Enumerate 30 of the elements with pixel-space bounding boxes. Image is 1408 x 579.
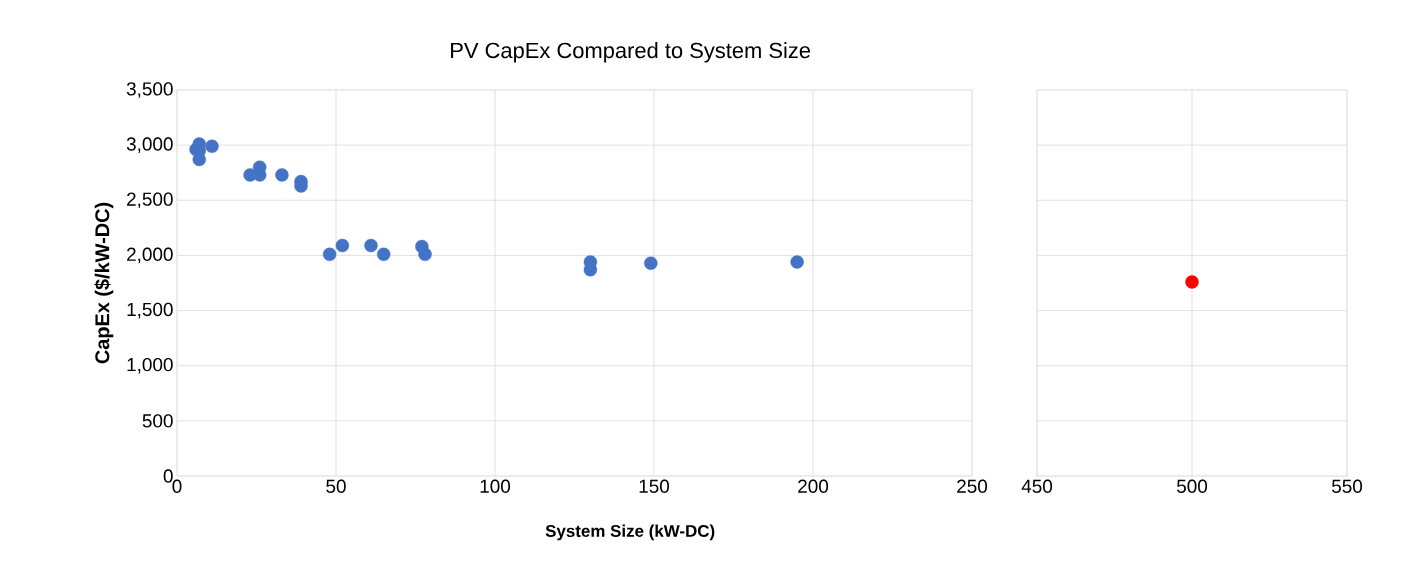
y-tick-label: 3,500 (126, 82, 173, 98)
x-tick-label: 250 (957, 479, 988, 493)
point (364, 238, 378, 253)
y-tick-label: 2,500 (127, 192, 173, 209)
y-tick-label: 1,500 (127, 302, 173, 319)
point (335, 238, 350, 253)
point (418, 247, 432, 262)
point (275, 168, 289, 182)
x-tick-label: 150 (639, 479, 670, 493)
y-tick-label: 500 (142, 414, 173, 428)
x-tick-label: 0 (172, 479, 182, 493)
chart-title: PV CapEx Compared to System Size (451, 42, 811, 63)
x-tick-label: 550 (1331, 479, 1363, 493)
y-tick-label: 0 (163, 469, 173, 483)
x-tick-label: 50 (326, 479, 346, 493)
x-tick-label: 500 (1176, 479, 1208, 493)
x-tick-label: 450 (1021, 479, 1053, 493)
y-tick-label: 1,000 (127, 357, 173, 374)
point (644, 256, 658, 270)
point (205, 139, 219, 153)
x-tick-label: 200 (798, 479, 829, 493)
point (790, 255, 804, 269)
x-axis-title: System Size (kW-DC) (545, 524, 715, 541)
x-tick-label: 100 (480, 479, 511, 493)
y-axis-title: CapEx ($/kW-DC) (94, 202, 114, 364)
y-tick-label: 3,000 (126, 137, 173, 153)
point (583, 263, 598, 277)
point (322, 247, 337, 262)
y-tick-label: 2,000 (127, 247, 173, 264)
point (377, 247, 391, 262)
